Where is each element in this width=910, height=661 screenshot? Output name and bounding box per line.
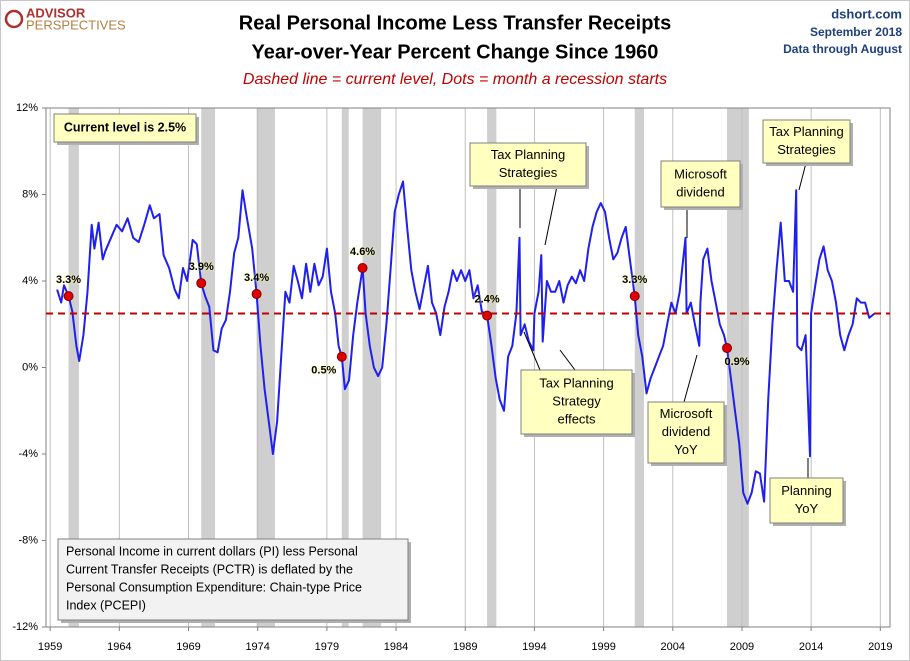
annotation-box xyxy=(660,160,741,208)
x-tick-label: 2004 xyxy=(661,641,685,653)
y-tick-label: 8% xyxy=(22,188,38,200)
y-tick-label: -12% xyxy=(12,621,38,633)
dot-label: 3.9% xyxy=(189,261,214,273)
x-tick-label: 2009 xyxy=(730,641,754,653)
logo-text: PERSPECTIVES xyxy=(26,17,126,32)
recession-band xyxy=(487,108,497,627)
x-tick-label: 1989 xyxy=(453,641,477,653)
logo-icon xyxy=(4,9,24,29)
note-text: Current Transfer Receipts (PCTR) is defl… xyxy=(66,562,353,576)
note-box xyxy=(57,538,409,621)
annotation-text: YoY xyxy=(795,501,819,516)
annotation-box xyxy=(469,142,587,187)
annotation-text: YoY xyxy=(674,442,698,457)
x-tick-label: 2019 xyxy=(868,641,892,653)
annotation-text: Tax Planning xyxy=(491,147,565,162)
annotation-text: Strategies xyxy=(777,142,836,157)
annotation-box xyxy=(520,369,633,435)
x-tick-label: 1984 xyxy=(384,641,408,653)
recession-dot xyxy=(336,351,347,362)
recession-band xyxy=(362,108,382,627)
dot-label: 3.4% xyxy=(244,272,269,284)
dot-label: 0.9% xyxy=(724,356,749,368)
chart-subtitle: Dashed line = current level, Dots = mont… xyxy=(243,71,667,88)
dot-label: 3.3% xyxy=(56,274,81,286)
note-text: Index (PCEPI) xyxy=(66,598,146,612)
annotation-text: dividend xyxy=(662,424,710,439)
recession-dot xyxy=(629,291,640,302)
x-tick-label: 1974 xyxy=(245,641,269,653)
recession-band xyxy=(256,108,275,627)
dot-label: 4.6% xyxy=(350,246,375,258)
annotation-box xyxy=(769,477,844,524)
dot-label: 2.4% xyxy=(475,294,500,306)
logo: ADVISOR PERSPECTIVES xyxy=(4,5,126,32)
chart-title: Year-over-Year Percent Change Since 1960 xyxy=(252,41,659,63)
recession-band xyxy=(727,108,749,627)
recession-dot xyxy=(251,288,262,299)
recession-band xyxy=(341,108,349,627)
recession-dot xyxy=(357,263,368,274)
recession-band xyxy=(68,108,79,627)
y-tick-label: 4% xyxy=(22,275,38,287)
y-tick-label: -8% xyxy=(18,534,38,546)
current-level-box xyxy=(53,113,197,143)
plot-border xyxy=(45,107,891,628)
annotation-box xyxy=(647,401,725,464)
annotation-box xyxy=(762,119,851,164)
annotation-pointer xyxy=(683,354,698,403)
annotation-text: Microsoft xyxy=(660,406,713,421)
current-level-label: Current level is 2.5% xyxy=(64,120,186,134)
annotation-text: Strategies xyxy=(499,165,558,180)
y-tick-label: 12% xyxy=(16,102,38,114)
note-text: Personal Consumption Expenditure: Chain-… xyxy=(66,580,362,594)
x-tick-label: 1964 xyxy=(107,641,131,653)
y-tick-label: 0% xyxy=(22,361,38,373)
recession-dot xyxy=(63,291,74,302)
annotation-text: effects xyxy=(557,411,596,426)
recession-band xyxy=(634,108,644,627)
x-tick-label: 1959 xyxy=(38,641,62,653)
annotation-text: Microsoft xyxy=(674,166,727,181)
annotation-pointer xyxy=(559,349,576,371)
x-tick-label: 2014 xyxy=(799,641,823,653)
annotation-pointer xyxy=(798,162,807,191)
source: Data through August xyxy=(783,42,902,56)
source: September 2018 xyxy=(810,25,902,39)
annotation-text: Tax Planning xyxy=(539,375,613,390)
annotation-pointer xyxy=(544,185,558,246)
x-tick-label: 1969 xyxy=(176,641,200,653)
recession-dot xyxy=(722,343,733,354)
source: dshort.com xyxy=(831,6,902,21)
dot-label: 0.5% xyxy=(311,365,336,377)
recession-dot xyxy=(196,278,207,289)
note-text: Personal Income in current dollars (PI) … xyxy=(66,544,358,558)
x-tick-label: 1979 xyxy=(315,641,339,653)
x-tick-label: 1994 xyxy=(522,641,546,653)
annotation-text: Tax Planning xyxy=(769,124,843,139)
recession-band xyxy=(201,108,216,627)
x-tick-label: 1999 xyxy=(591,641,615,653)
annotation-text: Planning xyxy=(781,483,832,498)
y-tick-label: -4% xyxy=(18,448,38,460)
logo-text: ADVISOR xyxy=(26,5,86,20)
annotation-text: dividend xyxy=(676,184,724,199)
data-line xyxy=(56,180,876,505)
annotation-text: Strategy xyxy=(552,393,601,408)
recession-dot xyxy=(482,310,493,321)
dot-label: 3.3% xyxy=(622,274,647,286)
chart-title: Real Personal Income Less Transfer Recei… xyxy=(239,12,671,34)
annotation-pointer xyxy=(523,331,541,371)
